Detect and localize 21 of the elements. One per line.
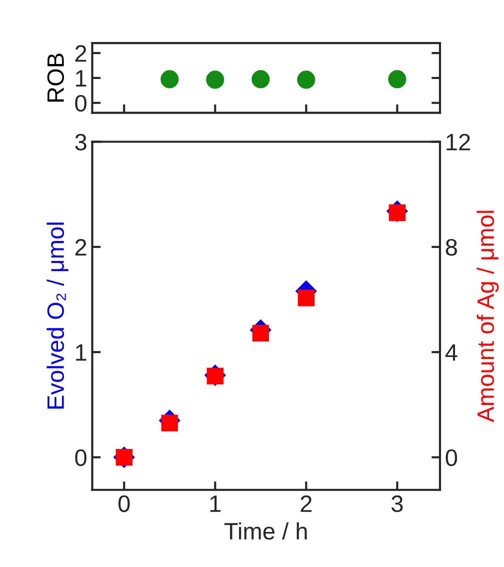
y-axis-title: ROB	[47, 54, 64, 102]
y-axis-title: Evolved O₂ / μmol	[46, 222, 68, 409]
y-tick-label: 1	[76, 344, 86, 361]
y2-axis-title: Amount of Ag / μmol	[476, 210, 499, 422]
y-tick-label: 0	[75, 94, 86, 112]
point	[252, 324, 269, 342]
y-tick-label: 2	[75, 238, 86, 256]
y2-tick-label: 4	[445, 344, 458, 361]
y-tick-label: 0	[75, 449, 86, 466]
y-tick-label: 2	[75, 45, 86, 62]
x-tick-label: 0	[118, 495, 130, 512]
x-axis-title: Time / h	[224, 522, 307, 540]
y2-tick-label: 8	[446, 238, 457, 256]
y2-tick-label: 12	[446, 134, 470, 150]
point	[298, 290, 314, 306]
y2-tick-label: 0	[446, 449, 458, 466]
y-tick-label: 1	[76, 70, 86, 87]
x-tick-label: 3	[392, 495, 403, 512]
x-tick-label: 1	[210, 496, 221, 512]
y-tick-label: 3	[75, 134, 86, 151]
x-tick-label: 2	[300, 495, 312, 512]
